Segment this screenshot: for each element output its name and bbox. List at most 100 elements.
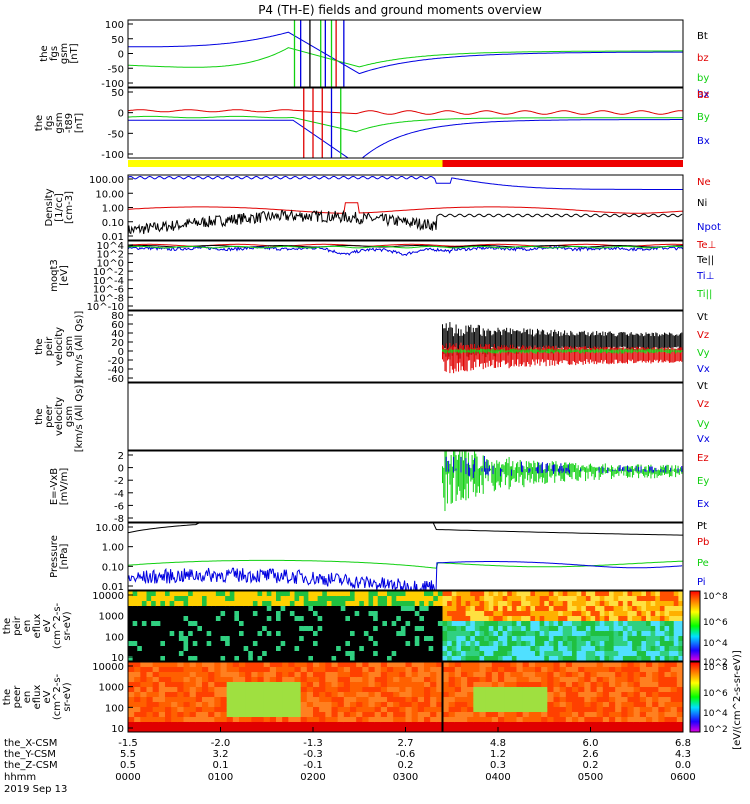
spectrogram-cell — [165, 631, 171, 637]
spectrogram-cell — [448, 712, 456, 718]
spectrogram-cell — [433, 591, 439, 597]
spectrogram-cell — [547, 662, 554, 668]
spectrogram-cell — [451, 651, 457, 657]
spectrogram-cell — [269, 707, 277, 713]
spectrogram-cell — [641, 596, 647, 602]
spectrogram-cell — [585, 626, 591, 632]
spectrogram-cell — [215, 636, 221, 642]
spectrogram-cell — [410, 601, 416, 607]
spectrogram-cell — [627, 641, 633, 647]
spectrogram-cell — [336, 591, 342, 597]
spectrogram-cell — [356, 672, 363, 678]
spectrogram-cell — [491, 712, 499, 718]
spectrogram-cell — [151, 591, 157, 597]
spectrogram-cell — [177, 717, 184, 723]
spectrogram-cell — [493, 626, 499, 632]
spectrogram-cell — [356, 687, 363, 693]
spectrogram-cell — [479, 596, 485, 602]
spectrogram-cell — [331, 692, 339, 698]
spectrogram-cell — [308, 616, 314, 622]
spectrogram-cell — [220, 606, 226, 612]
spectrogram-cell — [410, 651, 416, 657]
spectrogram-cell — [673, 636, 679, 642]
spectrogram-cell — [248, 611, 254, 617]
spectrogram-cell — [399, 722, 406, 728]
spectrogram-cell — [615, 687, 622, 693]
spectrogram-cell — [165, 651, 171, 657]
spectrogram-cell — [155, 646, 161, 652]
spectrogram-cell — [362, 707, 369, 713]
spectrogram-cell — [535, 611, 541, 617]
spectrogram-cell — [522, 707, 530, 713]
spectrogram-cell — [393, 672, 400, 678]
spectrogram-cell — [530, 596, 536, 602]
spectrogram-cell — [467, 712, 474, 718]
legend-Bz: Bz — [697, 90, 709, 101]
spectrogram-cell — [313, 712, 320, 718]
spectrogram-cell — [229, 636, 235, 642]
spectrogram-cell — [627, 616, 633, 622]
spectrogram-cell — [220, 591, 226, 597]
spectrogram-cell — [306, 687, 314, 693]
spectrogram-cell — [516, 687, 524, 693]
spectrogram-cell — [405, 641, 411, 647]
spectrogram-cell — [470, 596, 476, 602]
spectrogram-cell — [393, 722, 400, 728]
spectrogram-cell — [251, 717, 258, 723]
spectrogram-cell — [627, 636, 633, 642]
spectrogram-cell — [474, 631, 480, 637]
spectrogram-cell — [373, 641, 379, 647]
spectrogram-cell — [428, 611, 434, 617]
spectrogram-cell — [451, 606, 457, 612]
spectrogram-cell — [491, 707, 499, 713]
spectrogram-cell — [308, 626, 314, 632]
spectrogram-cell — [484, 636, 490, 642]
spectrogram-cell — [646, 596, 652, 602]
spectrogram-cell — [659, 601, 665, 607]
spectrogram-cell — [229, 656, 235, 661]
spectrogram-cell — [539, 616, 545, 622]
spectrogram-cell — [343, 712, 351, 718]
spectrogram-cell — [627, 656, 633, 661]
spectrogram-cell — [581, 641, 587, 647]
legend-Vx: Vx — [697, 434, 710, 445]
spectrogram-cell — [467, 687, 474, 693]
spectrogram-cell — [622, 596, 628, 602]
spectrogram-cell — [251, 667, 258, 673]
spectrogram-cell — [374, 717, 382, 723]
spectrogram-cell — [285, 616, 291, 622]
spectrogram-cell — [572, 596, 578, 602]
spectrogram-cell — [615, 662, 622, 668]
spectrogram-cell — [502, 606, 508, 612]
spectrogram-cell — [467, 667, 474, 673]
spectrogram-cell — [400, 601, 406, 607]
spectrogram-cell — [141, 621, 147, 627]
spectrogram-cell — [350, 621, 356, 627]
spectrogram-cell — [511, 596, 517, 602]
spectrogram-cell — [336, 626, 342, 632]
spectrogram-cell — [410, 636, 416, 642]
spectrogram-cell — [276, 697, 283, 703]
spectrogram-cell — [165, 707, 172, 713]
spectrogram-cell — [271, 596, 277, 602]
spectrogram-cell — [516, 621, 522, 627]
spectrogram-cell — [128, 687, 135, 693]
spectrogram-cell — [658, 662, 665, 668]
spectrogram-cell — [669, 596, 675, 602]
spectrogram-cell — [511, 641, 517, 647]
y-axis-label-line: gsm — [54, 112, 65, 133]
spectrogram-cell — [128, 712, 135, 718]
spectrogram-cell — [160, 621, 166, 627]
spectrogram-cell — [627, 611, 633, 617]
spectrogram-cell — [516, 702, 524, 708]
spectrogram-cell — [263, 682, 271, 688]
spectrogram-cell — [498, 707, 505, 713]
spectrogram-cell — [319, 722, 326, 728]
spectrogram-cell — [313, 727, 320, 732]
spectrogram-cell — [380, 672, 388, 678]
spectrogram-cell — [572, 641, 578, 647]
spectrogram-cell — [510, 722, 517, 728]
spectrogram-cell — [609, 641, 615, 647]
spectrogram-cell — [313, 591, 319, 597]
spectrogram-cell — [183, 616, 189, 622]
